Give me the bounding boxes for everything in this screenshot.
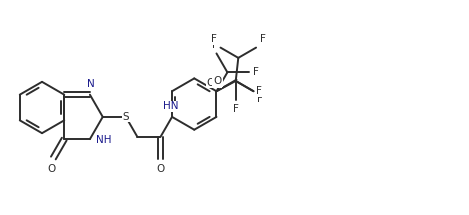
Text: O: O [206,78,214,88]
Text: F: F [211,34,217,44]
Text: F: F [259,34,265,44]
Text: F: F [257,94,263,104]
Text: HN: HN [163,101,179,111]
Text: O: O [213,78,221,88]
Text: O: O [156,164,165,174]
Text: F: F [233,104,239,114]
Text: F: F [257,86,262,96]
Text: S: S [122,112,129,122]
Text: O: O [214,76,222,86]
Text: F: F [253,67,258,77]
Text: O: O [48,164,56,174]
Text: N: N [86,79,94,89]
Text: NH: NH [96,135,112,145]
Text: F: F [212,40,218,50]
